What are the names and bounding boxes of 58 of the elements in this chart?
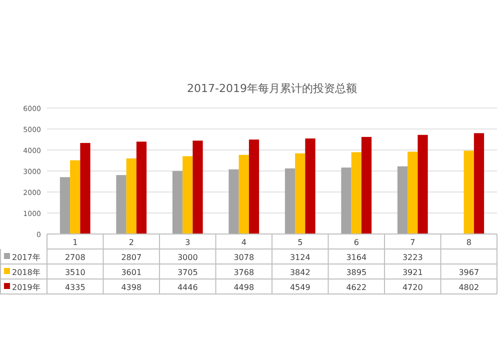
bar xyxy=(341,168,352,234)
data-label: 4720 xyxy=(402,283,423,292)
bar xyxy=(126,158,136,234)
legend-label: 2019年 xyxy=(12,283,40,292)
data-label: 3223 xyxy=(402,253,423,262)
data-label: 4335 xyxy=(64,283,86,292)
bar xyxy=(408,152,418,234)
legend-label: 2017年 xyxy=(12,253,40,262)
bar xyxy=(284,168,296,234)
data-label: 3510 xyxy=(64,268,86,277)
data-label: 3895 xyxy=(346,268,367,277)
chart-title: 2017-2019年每月累计的投资总额 xyxy=(187,82,357,95)
bar xyxy=(136,142,147,234)
data-label: 3967 xyxy=(458,268,480,277)
data-label: 4802 xyxy=(458,283,480,292)
data-label: 4622 xyxy=(346,283,367,292)
data-label: 4398 xyxy=(121,283,142,292)
data-label: 4498 xyxy=(234,283,254,292)
bar xyxy=(80,142,90,234)
bar xyxy=(474,133,484,234)
data-label: 3842 xyxy=(290,268,310,277)
x-tick-label: 5 xyxy=(298,238,303,247)
x-tick-label: 2 xyxy=(128,238,134,247)
data-label: 3921 xyxy=(402,268,423,277)
bar xyxy=(172,171,183,234)
data-label: 3705 xyxy=(177,268,198,277)
bar xyxy=(305,138,316,234)
legend-label: 2018年 xyxy=(12,268,40,277)
bar xyxy=(361,136,372,234)
data-label: 3124 xyxy=(290,253,310,262)
bar xyxy=(228,169,239,234)
bar xyxy=(464,150,474,234)
data-label: 2807 xyxy=(121,253,142,262)
bar xyxy=(238,154,249,234)
bar xyxy=(295,153,306,234)
x-tick-label: 6 xyxy=(354,238,359,247)
bar xyxy=(182,156,193,234)
data-label: 3768 xyxy=(234,268,254,277)
bar xyxy=(248,140,260,234)
bar xyxy=(351,152,362,234)
bar xyxy=(60,177,70,234)
bar xyxy=(418,134,428,234)
data-label: 3000 xyxy=(177,253,198,262)
bar xyxy=(70,160,80,234)
data-label: 2708 xyxy=(64,253,86,262)
data-label: 4549 xyxy=(290,283,310,292)
x-tick-label: 3 xyxy=(185,238,190,247)
x-tick-label: 4 xyxy=(241,238,246,247)
x-tick-label: 8 xyxy=(466,238,472,247)
x-tick-label: 1 xyxy=(72,238,78,247)
data-label: 4446 xyxy=(177,283,198,292)
bar xyxy=(397,166,408,234)
data-label: 3164 xyxy=(346,253,367,262)
x-tick-label: 7 xyxy=(410,238,416,247)
data-label: 3601 xyxy=(121,268,142,277)
bar xyxy=(192,140,203,234)
bar xyxy=(116,175,126,234)
data-label: 3078 xyxy=(234,253,254,262)
